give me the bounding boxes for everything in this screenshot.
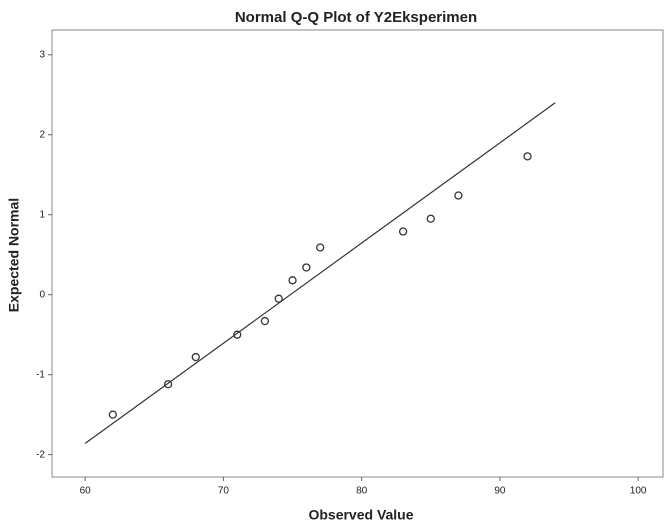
y-axis-label: Expected Normal bbox=[6, 198, 22, 312]
y-tick-label: 0 bbox=[39, 289, 45, 300]
x-tick-label: 60 bbox=[80, 486, 92, 497]
y-tick-label: 1 bbox=[39, 209, 45, 220]
y-tick-label: 3 bbox=[39, 49, 45, 60]
x-tick-label: 80 bbox=[356, 486, 368, 497]
y-tick-label: -1 bbox=[36, 369, 45, 380]
y-tick-label: 2 bbox=[39, 129, 45, 140]
x-tick-label: 90 bbox=[494, 486, 506, 497]
chart-title: Normal Q-Q Plot of Y2Eksperimen bbox=[235, 9, 477, 26]
x-axis-label: Observed Value bbox=[308, 507, 413, 523]
plot-frame bbox=[52, 30, 663, 477]
x-tick-label: 100 bbox=[630, 486, 647, 497]
x-tick-label: 70 bbox=[218, 486, 230, 497]
chart: Normal Q-Q Plot of Y2Eksperimen Observed… bbox=[0, 0, 664, 524]
y-tick-label: -2 bbox=[36, 449, 45, 460]
